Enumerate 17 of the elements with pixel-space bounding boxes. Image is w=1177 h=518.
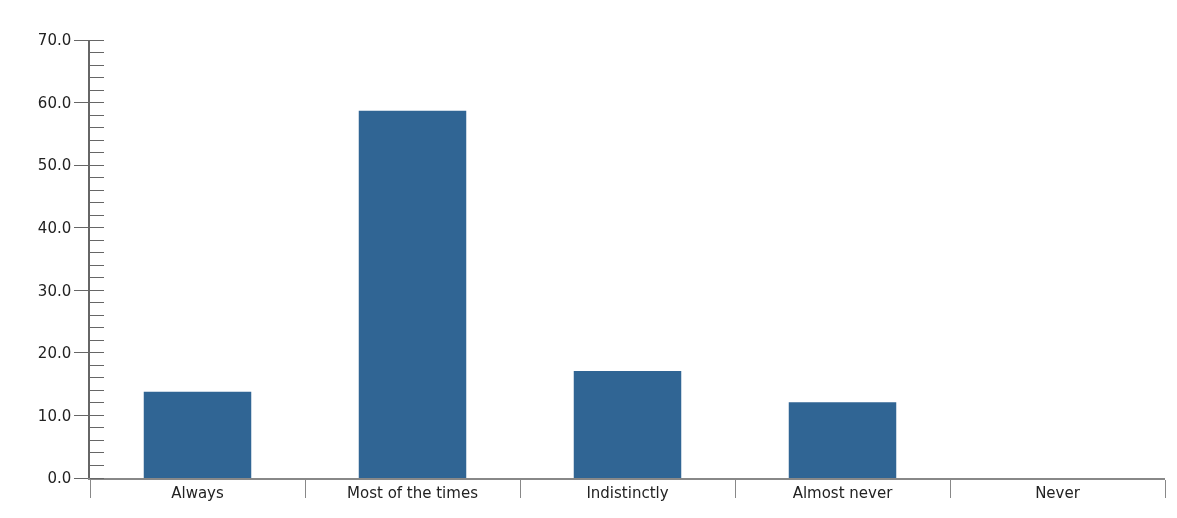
y-tick-label: 20.0 xyxy=(37,344,72,363)
bar xyxy=(573,371,682,478)
x-tick-label: Indistinctly xyxy=(586,483,669,502)
y-tick-label: 70.0 xyxy=(37,31,72,50)
y-tick-label: 60.0 xyxy=(37,93,72,112)
y-tick-label: 40.0 xyxy=(37,218,72,237)
y-tick-label: 10.0 xyxy=(37,406,72,425)
y-tick-label: 0.0 xyxy=(47,469,72,488)
x-tick-label: Always xyxy=(171,483,224,502)
y-tick-label: 50.0 xyxy=(37,156,72,175)
x-tick-label: Never xyxy=(1035,483,1081,502)
bar xyxy=(143,391,252,478)
x-tick-label: Almost never xyxy=(792,483,894,502)
y-tick-label: 30.0 xyxy=(37,281,72,300)
bar xyxy=(358,110,467,478)
bar xyxy=(788,402,897,478)
x-tick-label: Most of the times xyxy=(347,483,479,502)
